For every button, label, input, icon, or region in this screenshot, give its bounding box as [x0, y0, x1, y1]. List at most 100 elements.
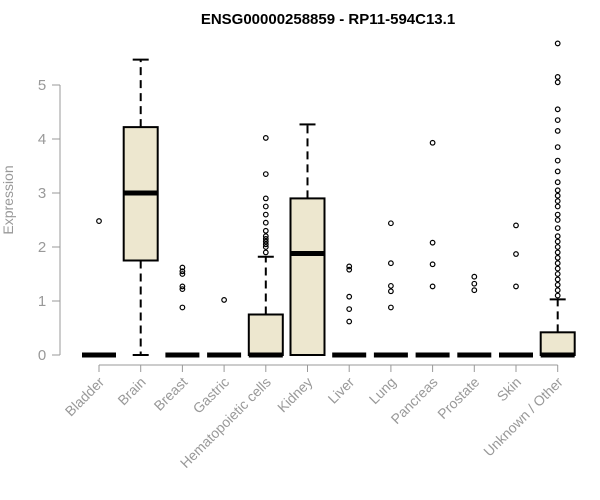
outlier-point — [179, 283, 186, 290]
y-tick-label: 4 — [38, 131, 46, 148]
outlier-point — [429, 261, 436, 268]
outlier-point — [513, 222, 519, 229]
outlier-point — [388, 260, 394, 267]
outlier-point — [554, 179, 561, 186]
outlier-point — [513, 251, 519, 257]
outlier-point — [513, 283, 519, 290]
outlier-point — [346, 318, 353, 325]
outlier-point — [554, 244, 561, 250]
outlier-point — [554, 117, 561, 123]
outlier-point — [554, 265, 561, 272]
outlier-point — [388, 304, 394, 311]
y-tick-label: 2 — [38, 239, 46, 256]
outlier-point — [554, 287, 561, 294]
outlier-point — [388, 220, 394, 227]
box-group — [373, 220, 408, 358]
x-tick-label: Kidney — [274, 374, 316, 416]
box-group — [207, 297, 242, 358]
outlier-point — [554, 276, 561, 283]
outlier-point — [554, 217, 561, 223]
outlier-point — [96, 218, 102, 224]
box-group — [415, 139, 450, 358]
y-tick-label: 3 — [38, 185, 46, 202]
boxes-layer — [82, 40, 576, 358]
box-iqr — [539, 331, 576, 357]
outlier-point — [262, 211, 269, 218]
outlier-point — [554, 281, 561, 288]
box-group — [165, 264, 200, 358]
outlier-point — [262, 227, 269, 234]
x-tick-label: Skin — [494, 374, 525, 405]
outlier-point — [429, 139, 436, 146]
outlier-point — [554, 249, 561, 256]
x-tick-label: Unknown / Other — [480, 374, 566, 460]
outlier-point — [262, 235, 269, 242]
outlier-point — [262, 244, 269, 250]
box-group — [122, 58, 159, 356]
box-group — [499, 222, 533, 358]
outlier-point — [346, 266, 353, 273]
box-group — [539, 40, 576, 358]
outlier-point — [346, 293, 353, 300]
outlier-point — [554, 203, 561, 210]
outlier-point — [179, 286, 186, 293]
outlier-point — [554, 211, 561, 218]
box-group — [457, 273, 492, 358]
outlier-point — [262, 241, 269, 248]
y-tick-label: 5 — [38, 77, 46, 94]
outlier-point — [262, 238, 269, 245]
outlier-point — [262, 219, 269, 226]
outlier-point — [262, 249, 269, 256]
outlier-point — [554, 73, 561, 80]
outlier-point — [346, 263, 353, 270]
outlier-point — [179, 264, 186, 271]
outlier-point — [429, 239, 436, 246]
outlier-point — [554, 238, 561, 245]
outlier-point — [262, 203, 269, 210]
outlier-point — [388, 288, 394, 295]
x-tick-label: Brain — [114, 374, 148, 408]
x-tick-label: Breast — [151, 374, 191, 414]
box-group — [332, 263, 367, 358]
y-axis: 0 1 2 3 4 5 — [38, 77, 61, 364]
outlier-point — [554, 106, 561, 113]
outlier-point — [179, 304, 186, 311]
x-tick-label: Lung — [366, 374, 399, 407]
box-group — [289, 123, 326, 356]
x-tick-label: Prostate — [434, 374, 482, 422]
y-tick-label: 1 — [38, 293, 46, 310]
box-iqr — [247, 313, 284, 356]
outlier-point — [346, 306, 353, 313]
outlier-point — [554, 144, 561, 151]
outlier-point — [554, 260, 561, 267]
outlier-point — [429, 283, 436, 290]
outlier-point — [554, 271, 561, 277]
outlier-point — [262, 171, 269, 178]
outlier-point — [554, 157, 561, 164]
outlier-point — [262, 195, 269, 202]
outlier-point — [471, 280, 478, 287]
outlier-point — [262, 135, 269, 141]
outlier-point — [388, 282, 394, 289]
outlier-point — [554, 79, 561, 86]
y-axis-label: Expression — [0, 165, 16, 234]
box-iqr — [289, 197, 326, 356]
outlier-point — [554, 198, 561, 205]
outlier-point — [554, 292, 561, 299]
outlier-point — [554, 168, 561, 175]
outlier-point — [471, 287, 478, 294]
y-tick-label: 0 — [38, 347, 46, 364]
box-group — [247, 135, 284, 358]
outlier-point — [471, 273, 478, 280]
x-tick-label: Liver — [325, 374, 358, 407]
outlier-point — [179, 268, 186, 275]
outlier-point — [554, 254, 561, 261]
outlier-point — [554, 225, 561, 232]
outlier-point — [262, 233, 269, 240]
outlier-point — [221, 297, 228, 303]
outlier-point — [554, 233, 561, 240]
outlier-point — [554, 40, 561, 47]
outlier-point — [554, 187, 561, 194]
